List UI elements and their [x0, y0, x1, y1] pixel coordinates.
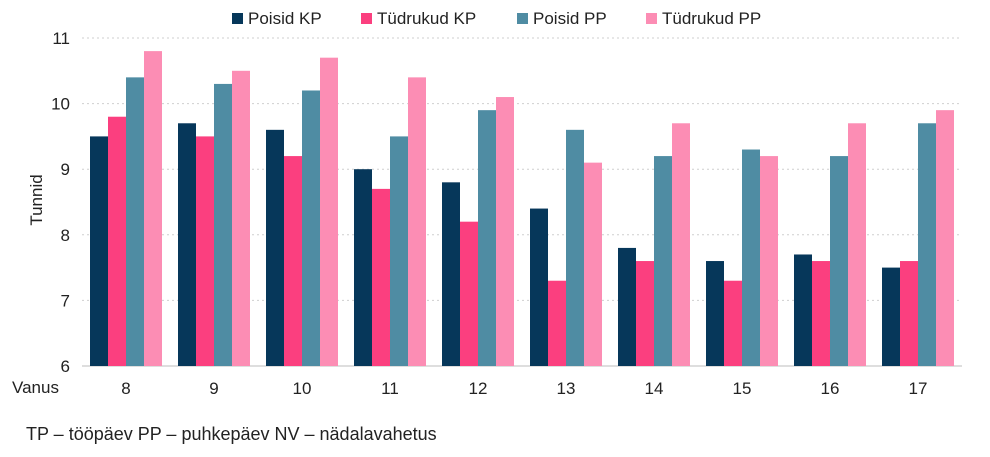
bar — [390, 136, 408, 366]
bar — [900, 261, 918, 366]
legend-label: Poisid PP — [533, 9, 607, 28]
legend-swatch — [517, 13, 528, 24]
bar — [354, 169, 372, 366]
bar — [530, 208, 548, 366]
x-tick-label: 13 — [557, 379, 576, 398]
bar — [566, 129, 584, 366]
bar — [108, 116, 126, 366]
bar — [882, 267, 900, 366]
bar — [936, 110, 954, 366]
x-tick-label: 8 — [121, 379, 130, 398]
bar — [214, 83, 232, 367]
bar — [178, 123, 196, 366]
x-tick-label: 17 — [909, 379, 928, 398]
y-tick-label: 9 — [61, 160, 70, 179]
bar — [794, 254, 812, 366]
legend-swatch — [232, 13, 243, 24]
y-tick-label: 6 — [61, 357, 70, 376]
y-tick-label: 8 — [61, 226, 70, 245]
bar — [460, 221, 478, 366]
bar — [618, 247, 636, 366]
x-axis-ticks: 8 9 10 11 12 13 14 15 16 17 — [121, 379, 927, 398]
bar — [442, 182, 460, 366]
legend-label: Poisid KP — [248, 9, 322, 28]
legend: Poisid KP Tüdrukud KP Poisid PP Tüdrukud PP — [232, 9, 761, 28]
bar — [284, 156, 302, 366]
legend-label: Tüdrukud PP — [662, 9, 761, 28]
bar — [636, 261, 654, 366]
x-tick-label: 16 — [821, 379, 840, 398]
y-tick-label: 10 — [51, 95, 70, 114]
x-tick-label: 12 — [469, 379, 488, 398]
bar — [302, 90, 320, 366]
bar — [830, 156, 848, 366]
bar — [548, 280, 566, 366]
legend-swatch — [361, 13, 372, 24]
bar — [742, 149, 760, 366]
x-tick-label: 14 — [645, 379, 664, 398]
bar — [144, 51, 162, 367]
y-tick-label: 11 — [52, 29, 70, 48]
bar — [320, 57, 338, 367]
x-tick-label: 10 — [293, 379, 312, 398]
bar — [196, 136, 214, 366]
y-axis-ticks: 6 7 8 9 10 11 — [51, 29, 70, 376]
bar — [90, 136, 108, 366]
bar — [918, 123, 936, 366]
bar — [760, 156, 778, 366]
bar — [478, 110, 496, 366]
bar — [584, 162, 602, 366]
legend-swatch — [646, 13, 657, 24]
bar — [232, 70, 250, 367]
legend-label: Tüdrukud KP — [377, 9, 476, 28]
bar — [496, 97, 514, 366]
bar — [126, 77, 144, 367]
footnote: TP – tööpäev PP – puhkepäev NV – nädalav… — [26, 424, 437, 444]
bar — [654, 156, 672, 366]
x-tick-label: 9 — [209, 379, 218, 398]
x-tick-label: 15 — [733, 379, 752, 398]
bar — [812, 261, 830, 366]
y-tick-label: 7 — [61, 291, 70, 310]
bar — [848, 123, 866, 366]
bar — [408, 77, 426, 367]
y-axis-title: Tunnid — [27, 174, 46, 225]
bar — [706, 261, 724, 366]
bar — [372, 188, 390, 366]
x-axis-title: Vanus — [12, 378, 59, 397]
bar — [724, 280, 742, 366]
bars — [90, 51, 954, 367]
x-tick-label: 11 — [381, 379, 399, 398]
bar — [266, 129, 284, 366]
bar — [672, 123, 690, 366]
